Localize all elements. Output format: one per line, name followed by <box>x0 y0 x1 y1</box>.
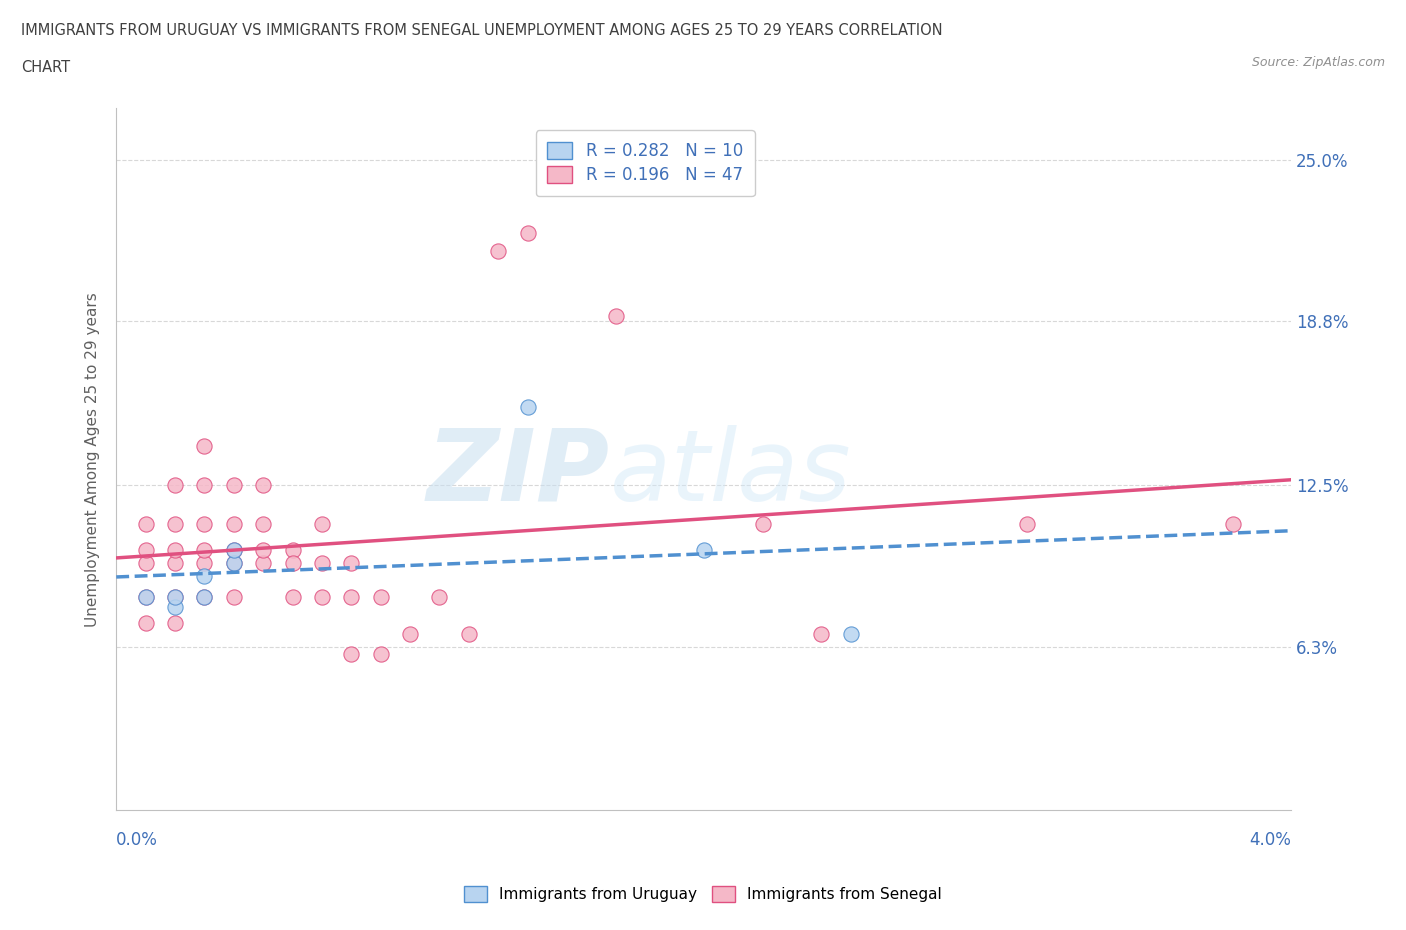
Point <box>399 626 422 641</box>
Point <box>252 517 274 532</box>
Point <box>370 590 392 604</box>
Point <box>193 478 215 493</box>
Point <box>751 517 773 532</box>
Point <box>193 517 215 532</box>
Point <box>163 517 186 532</box>
Point <box>486 244 509 259</box>
Point <box>281 543 304 558</box>
Text: IMMIGRANTS FROM URUGUAY VS IMMIGRANTS FROM SENEGAL UNEMPLOYMENT AMONG AGES 25 TO: IMMIGRANTS FROM URUGUAY VS IMMIGRANTS FR… <box>21 23 942 38</box>
Point <box>163 556 186 571</box>
Point <box>1222 517 1244 532</box>
Point <box>516 225 538 240</box>
Point <box>222 556 245 571</box>
Text: CHART: CHART <box>21 60 70 75</box>
Point <box>252 556 274 571</box>
Point <box>193 569 215 584</box>
Point <box>135 590 157 604</box>
Text: Source: ZipAtlas.com: Source: ZipAtlas.com <box>1251 56 1385 69</box>
Point <box>193 590 215 604</box>
Point <box>605 309 627 324</box>
Point <box>340 590 363 604</box>
Text: atlas: atlas <box>610 425 852 522</box>
Point <box>281 556 304 571</box>
Point <box>1015 517 1038 532</box>
Point <box>163 616 186 631</box>
Point <box>252 543 274 558</box>
Point <box>193 543 215 558</box>
Point <box>252 478 274 493</box>
Text: 4.0%: 4.0% <box>1250 831 1291 849</box>
Point <box>163 543 186 558</box>
Point <box>163 478 186 493</box>
Point <box>281 590 304 604</box>
Legend: Immigrants from Uruguay, Immigrants from Senegal: Immigrants from Uruguay, Immigrants from… <box>458 880 948 909</box>
Point <box>222 478 245 493</box>
Legend: R = 0.282   N = 10, R = 0.196   N = 47: R = 0.282 N = 10, R = 0.196 N = 47 <box>536 130 755 196</box>
Point <box>135 590 157 604</box>
Point <box>163 600 186 615</box>
Y-axis label: Unemployment Among Ages 25 to 29 years: Unemployment Among Ages 25 to 29 years <box>86 292 100 627</box>
Point <box>311 517 333 532</box>
Point <box>222 543 245 558</box>
Point <box>311 556 333 571</box>
Point <box>429 590 451 604</box>
Text: ZIP: ZIP <box>427 425 610 522</box>
Text: 0.0%: 0.0% <box>117 831 157 849</box>
Point <box>193 556 215 571</box>
Point <box>222 556 245 571</box>
Point <box>370 647 392 662</box>
Point <box>311 590 333 604</box>
Point <box>163 590 186 604</box>
Point <box>193 439 215 454</box>
Point <box>222 543 245 558</box>
Point <box>135 616 157 631</box>
Point <box>135 517 157 532</box>
Point <box>135 543 157 558</box>
Point <box>516 400 538 415</box>
Point <box>222 590 245 604</box>
Point <box>340 556 363 571</box>
Point <box>457 626 479 641</box>
Point <box>163 590 186 604</box>
Point <box>810 626 832 641</box>
Point <box>135 556 157 571</box>
Point <box>340 647 363 662</box>
Point <box>693 543 716 558</box>
Point <box>222 517 245 532</box>
Point <box>193 590 215 604</box>
Point <box>839 626 862 641</box>
